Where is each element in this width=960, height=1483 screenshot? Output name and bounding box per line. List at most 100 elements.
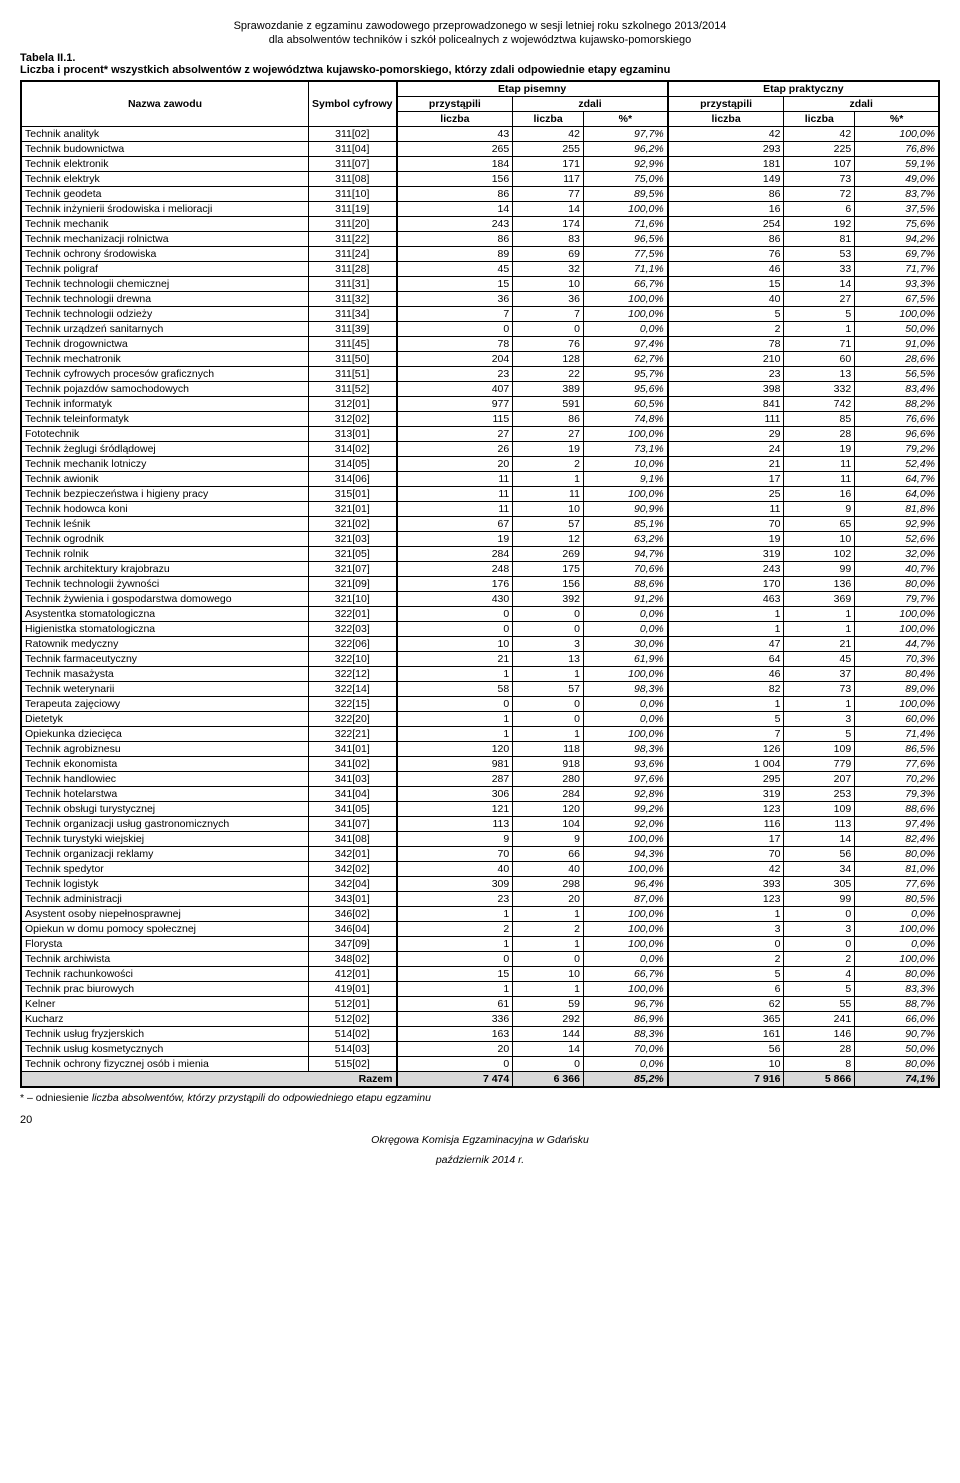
table-row: Technik mechanik lotniczy314[05]20210,0%… xyxy=(21,457,939,472)
cell-p1: 1 xyxy=(513,727,584,742)
cell-p2: 1 xyxy=(784,607,855,622)
cell-code: 341[02] xyxy=(309,757,397,772)
cell-a1: 11 xyxy=(397,472,513,487)
table-row: Technik organizacji reklamy342[01]706694… xyxy=(21,847,939,862)
cell-pc1: 98,3% xyxy=(583,682,667,697)
cell-name: Technik ogrodnik xyxy=(21,532,309,547)
cell-pc1: 9,1% xyxy=(583,472,667,487)
cell-name: Ratownik medyczny xyxy=(21,637,309,652)
cell-pc1: 91,2% xyxy=(583,592,667,607)
cell-p1: 591 xyxy=(513,397,584,412)
cell-code: 514[03] xyxy=(309,1042,397,1057)
cell-a2: 5 xyxy=(668,967,784,982)
cell-name: Technik urządzeń sanitarnych xyxy=(21,322,309,337)
cell-a1: 1 xyxy=(397,667,513,682)
cell-p2: 113 xyxy=(784,817,855,832)
cell-code: 341[03] xyxy=(309,772,397,787)
cell-code: 311[20] xyxy=(309,217,397,232)
cell-a2: 5 xyxy=(668,712,784,727)
cell-a1: 284 xyxy=(397,547,513,562)
table-row: Technik elektryk311[08]15611775,0%149734… xyxy=(21,172,939,187)
cell-pc2: 83,7% xyxy=(855,187,939,202)
cell-p2: 305 xyxy=(784,877,855,892)
cell-code: 322[01] xyxy=(309,607,397,622)
cell-a2: 319 xyxy=(668,547,784,562)
cell-p1: 269 xyxy=(513,547,584,562)
cell-a2: 398 xyxy=(668,382,784,397)
cell-name: Terapeuta zajęciowy xyxy=(21,697,309,712)
cell-p2: 19 xyxy=(784,442,855,457)
cell-p2: 253 xyxy=(784,787,855,802)
cell-pc2: 92,9% xyxy=(855,517,939,532)
cell-pc2: 89,0% xyxy=(855,682,939,697)
cell-a2: 210 xyxy=(668,352,784,367)
table-row: Technik organizacji usług gastronomiczny… xyxy=(21,817,939,832)
cell-a2: 7 xyxy=(668,727,784,742)
cell-pc1: 87,0% xyxy=(583,892,667,907)
cell-a1: 204 xyxy=(397,352,513,367)
cell-code: 419[01] xyxy=(309,982,397,997)
cell-pc1: 98,3% xyxy=(583,742,667,757)
cell-name: Technik poligraf xyxy=(21,262,309,277)
cell-p2: 28 xyxy=(784,427,855,442)
cell-a1: 10 xyxy=(397,637,513,652)
cell-code: 322[10] xyxy=(309,652,397,667)
cell-pc2: 52,4% xyxy=(855,457,939,472)
col-passed1: zdali xyxy=(513,97,668,112)
cell-code: 341[07] xyxy=(309,817,397,832)
cell-a2: 42 xyxy=(668,127,784,142)
cell-pc1: 0,0% xyxy=(583,622,667,637)
cell-name: Technik weterynarii xyxy=(21,682,309,697)
cell-a2: 17 xyxy=(668,832,784,847)
cell-name: Technik elektronik xyxy=(21,157,309,172)
cell-a2: 293 xyxy=(668,142,784,157)
cell-p2: 332 xyxy=(784,382,855,397)
cell-a1: 21 xyxy=(397,652,513,667)
col-stage1: Etap pisemny xyxy=(397,81,668,97)
cell-code: 311[22] xyxy=(309,232,397,247)
cell-p1: 0 xyxy=(513,1057,584,1072)
table-row: Technik technologii odzieży311[34]77100,… xyxy=(21,307,939,322)
table-row: Technik żeglugi śródlądowej314[02]261973… xyxy=(21,442,939,457)
cell-a1: 0 xyxy=(397,1057,513,1072)
cell-p2: 37 xyxy=(784,667,855,682)
table-row: Technik usług kosmetycznych514[03]201470… xyxy=(21,1042,939,1057)
table-row: Technik budownictwa311[04]26525596,2%293… xyxy=(21,142,939,157)
cell-code: 311[45] xyxy=(309,337,397,352)
cell-a1: 11 xyxy=(397,502,513,517)
cell-pc1: 77,5% xyxy=(583,247,667,262)
cell-name: Technik ochrony środowiska xyxy=(21,247,309,262)
cell-code: 311[28] xyxy=(309,262,397,277)
cell-name: Technik analityk xyxy=(21,127,309,142)
cell-pc1: 70,0% xyxy=(583,1042,667,1057)
cell-pc1: 97,6% xyxy=(583,772,667,787)
cell-a1: 0 xyxy=(397,622,513,637)
cell-a1: 115 xyxy=(397,412,513,427)
cell-code: 341[01] xyxy=(309,742,397,757)
cell-total-pc1: 85,2% xyxy=(583,1072,667,1088)
cell-name: Technik rolnik xyxy=(21,547,309,562)
cell-a2: 46 xyxy=(668,667,784,682)
cell-name: Technik ochrony fizycznej osób i mienia xyxy=(21,1057,309,1072)
cell-pc2: 50,0% xyxy=(855,1042,939,1057)
cell-p1: 19 xyxy=(513,442,584,457)
cell-p2: 0 xyxy=(784,937,855,952)
cell-a2: 116 xyxy=(668,817,784,832)
table-row: Dietetyk322[20]100,0%5360,0% xyxy=(21,712,939,727)
col-pct-2: %* xyxy=(855,112,939,127)
page-number: 20 xyxy=(20,1114,940,1126)
cell-code: 342[04] xyxy=(309,877,397,892)
cell-a1: 58 xyxy=(397,682,513,697)
cell-pc2: 70,3% xyxy=(855,652,939,667)
cell-p2: 71 xyxy=(784,337,855,352)
cell-pc2: 80,0% xyxy=(855,967,939,982)
table-row: Technik archiwista348[02]000,0%22100,0% xyxy=(21,952,939,967)
table-row: Technik usług fryzjerskich514[02]1631448… xyxy=(21,1027,939,1042)
table-row: Higienistka stomatologiczna322[03]000,0%… xyxy=(21,622,939,637)
cell-code: 412[01] xyxy=(309,967,397,982)
cell-a2: 11 xyxy=(668,502,784,517)
cell-a2: 29 xyxy=(668,427,784,442)
cell-p1: 918 xyxy=(513,757,584,772)
cell-a2: 170 xyxy=(668,577,784,592)
cell-a1: 0 xyxy=(397,607,513,622)
